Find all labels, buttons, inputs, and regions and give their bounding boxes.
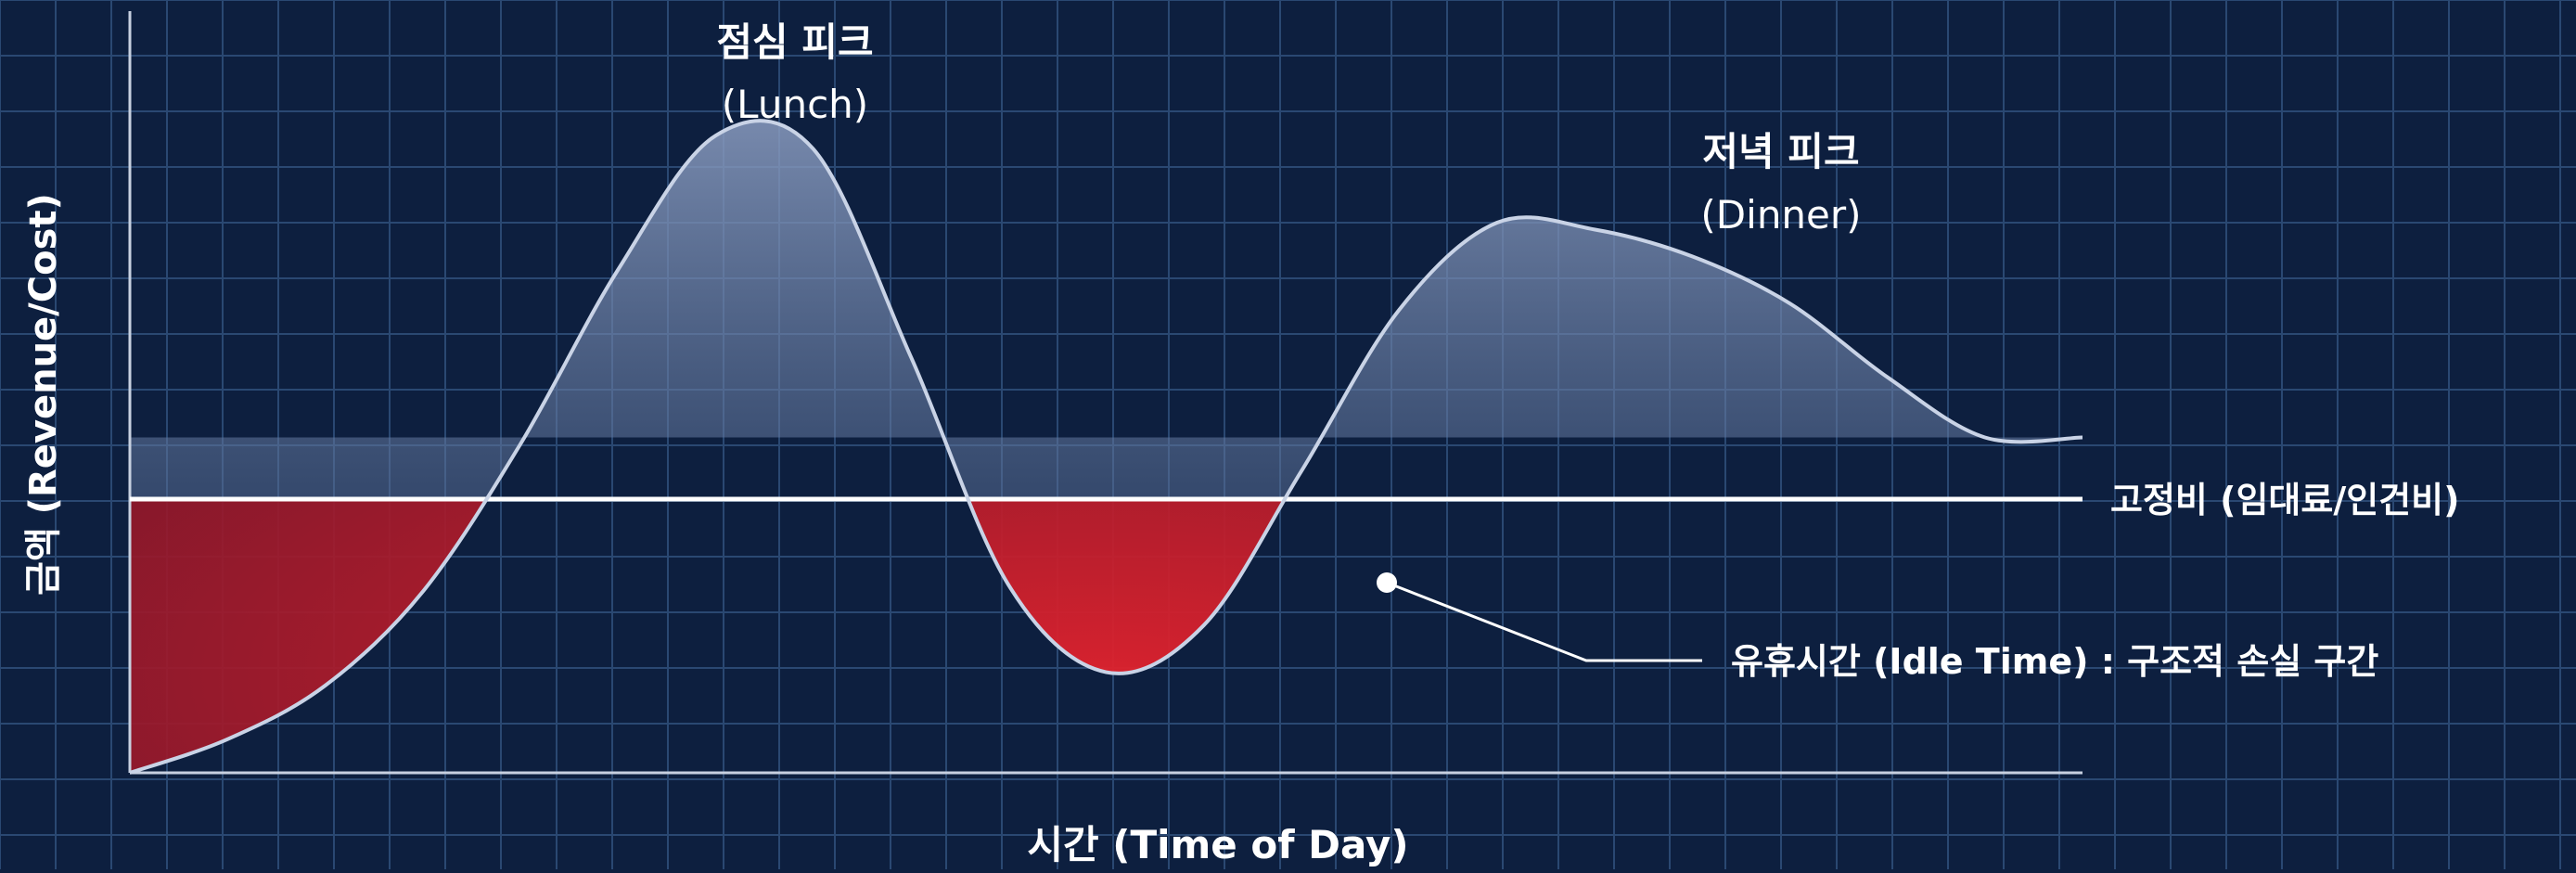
fixed-cost-label: 고정비 (임대료/인건비) — [2110, 480, 2459, 520]
idle-time-loss-area — [130, 499, 1285, 773]
y-axis-label: 금액 (Revenue/Cost) — [22, 193, 65, 596]
idle-time-callout — [1377, 572, 1702, 662]
callout-leader-line — [1386, 581, 1702, 662]
peak-revenue-area — [130, 121, 2083, 499]
revenue-curve — [129, 119, 2083, 775]
dinner-peak-label-line2: (Dinner) — [1700, 192, 1861, 238]
idle-time-label: 유휴시간 (Idle Time) : 구조적 손실 구간 — [1731, 641, 2378, 682]
lunch-peak-label-line1: 점심 피크 — [716, 19, 873, 65]
x-axis-label: 시간 (Time of Day) — [1027, 822, 1408, 867]
lunch-peak-label-line2: (Lunch) — [722, 82, 868, 127]
dinner-peak-label-line1: 저녁 피크 — [1702, 129, 1859, 174]
